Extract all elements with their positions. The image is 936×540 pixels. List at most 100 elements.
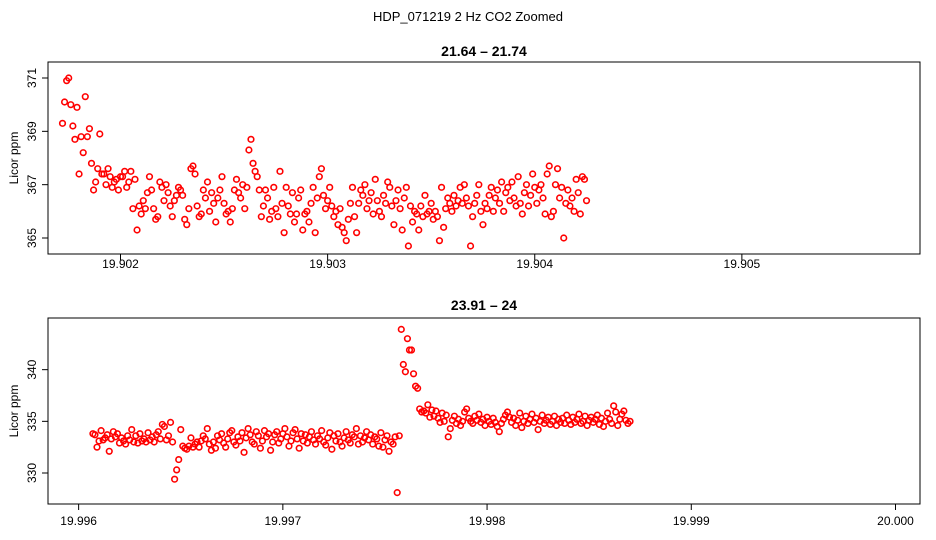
data-point <box>336 205 344 213</box>
data-point <box>228 205 236 213</box>
data-point <box>395 432 403 440</box>
data-point <box>477 207 485 215</box>
data-point <box>534 426 542 434</box>
data-point <box>139 197 147 205</box>
data-point <box>317 165 326 173</box>
data-point <box>428 406 436 414</box>
data-point <box>131 175 139 183</box>
data-point <box>211 444 220 452</box>
data-point <box>237 194 245 202</box>
data-point <box>288 189 297 197</box>
data-point <box>212 218 220 226</box>
data-point <box>371 175 379 183</box>
data-point <box>352 424 360 433</box>
data-point <box>97 427 105 435</box>
data-point <box>105 447 113 455</box>
data-point <box>166 202 174 210</box>
data-point <box>205 207 214 215</box>
data-point <box>269 438 277 446</box>
data-point <box>400 194 408 202</box>
data-point <box>295 194 303 202</box>
data-point <box>385 447 393 455</box>
data-point <box>282 183 290 191</box>
data-point <box>463 405 471 413</box>
data-point <box>145 173 154 181</box>
data-point <box>558 183 566 191</box>
data-point <box>495 199 504 207</box>
data-point <box>162 181 170 189</box>
data-point <box>81 93 89 101</box>
data-point <box>448 207 456 215</box>
data-point <box>246 431 254 439</box>
data-point <box>440 417 448 425</box>
data-point <box>404 242 413 250</box>
data-point <box>538 411 546 419</box>
data-point <box>266 215 274 223</box>
data-point <box>576 210 584 218</box>
data-point <box>446 424 454 433</box>
data-point <box>236 437 244 445</box>
data-point <box>436 418 444 426</box>
data-point <box>421 191 429 199</box>
data-point <box>326 183 334 191</box>
data-point <box>338 442 346 450</box>
data-point <box>346 439 354 447</box>
data-point <box>510 194 518 202</box>
data-point <box>442 205 450 213</box>
data-point <box>489 207 497 215</box>
data-point <box>344 215 352 223</box>
y-axis-label: Licor ppm <box>7 385 21 438</box>
data-point <box>363 205 371 213</box>
data-point <box>91 431 99 439</box>
data-point <box>175 455 183 464</box>
plot-frame <box>47 317 921 505</box>
data-point <box>87 159 96 167</box>
data-point <box>551 181 560 189</box>
data-point <box>208 189 216 197</box>
data-point <box>258 437 267 445</box>
page-title: HDP_071219 2 Hz CO2 Zoomed <box>372 9 564 24</box>
data-point <box>199 186 207 194</box>
data-point <box>89 186 98 194</box>
data-point <box>466 242 475 250</box>
data-point <box>537 181 545 189</box>
data-point <box>353 229 361 237</box>
data-point <box>361 181 369 189</box>
data-point <box>408 218 417 226</box>
data-point <box>83 133 91 141</box>
data-point <box>241 205 249 213</box>
x-tick-label: 19.903 <box>309 257 346 271</box>
data-point <box>365 197 373 205</box>
data-point <box>394 186 402 194</box>
data-point <box>266 446 275 454</box>
data-point <box>177 426 185 434</box>
data-point <box>545 162 553 170</box>
data-point <box>379 191 388 199</box>
panel-title: 21.64 – 21.74 <box>441 43 527 59</box>
data-point <box>270 183 278 191</box>
data-point <box>71 135 79 143</box>
data-point <box>369 210 377 218</box>
data-point <box>185 205 193 213</box>
data-point <box>568 194 576 202</box>
data-point <box>173 466 181 474</box>
data-point <box>413 210 421 218</box>
plot-frame <box>47 61 921 255</box>
data-point <box>203 424 211 433</box>
data-point <box>141 205 149 213</box>
data-point <box>150 438 158 446</box>
data-point <box>232 175 241 183</box>
data-point <box>564 186 572 194</box>
data-point <box>359 191 367 199</box>
data-point <box>401 368 409 376</box>
data-point <box>415 226 423 234</box>
data-point <box>305 218 313 226</box>
data-point <box>284 202 292 210</box>
data-point <box>106 173 114 181</box>
data-point <box>73 103 81 111</box>
data-point <box>406 202 415 210</box>
data-point <box>299 226 307 234</box>
data-point <box>382 199 390 207</box>
data-point <box>487 183 495 191</box>
data-point <box>377 213 386 221</box>
